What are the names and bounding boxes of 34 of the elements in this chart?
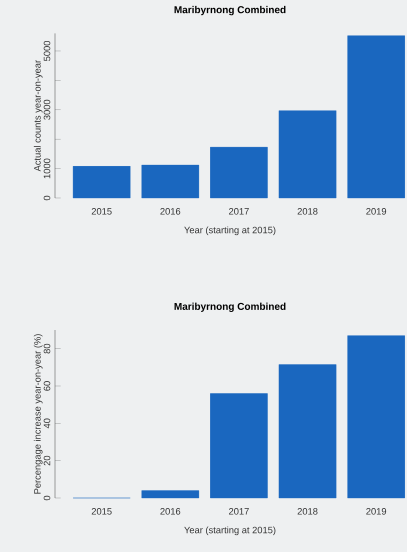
x-tick-label: 2017	[229, 208, 249, 215]
bar	[210, 393, 268, 498]
y-tick-label: 20	[44, 456, 50, 466]
x-tick-label: 2019	[366, 508, 386, 515]
chart-title: Maribyrnong Combined	[174, 6, 286, 16]
y-tick-label: 3000	[44, 100, 50, 120]
x-tick-label: 2017	[229, 508, 249, 515]
bar	[347, 35, 405, 198]
x-axis-title: Year (starting at 2015)	[184, 526, 276, 536]
y-tick-label: 40	[44, 418, 50, 428]
bar	[142, 490, 200, 498]
y-tick-label: 80	[44, 344, 50, 354]
x-tick-label: 2019	[366, 208, 386, 215]
bar	[142, 164, 200, 198]
x-tick-label: 2016	[160, 508, 180, 515]
x-axis-title: Year (starting at 2015)	[184, 226, 276, 236]
y-tick-label: 1000	[44, 158, 50, 178]
x-tick-label: 2015	[92, 508, 112, 515]
bar	[72, 166, 130, 198]
x-tick-label: 2015	[92, 208, 112, 215]
x-tick-label: 2018	[298, 508, 318, 515]
bar	[210, 146, 268, 198]
y-tick-label: 5000	[44, 40, 50, 61]
bar	[278, 110, 336, 198]
x-tick-label: 2018	[298, 208, 318, 215]
bar	[278, 364, 336, 498]
chart-title: Maribyrnong Combined	[174, 302, 286, 312]
y-axis-title: Percengage increase year-on-year (%)	[34, 334, 43, 494]
y-tick-label: 0	[44, 196, 50, 200]
y-tick-label: 0	[44, 496, 50, 500]
y-tick-label: 60	[44, 381, 50, 391]
y-axis-title: Actual counts year-on-year	[34, 60, 43, 172]
bar	[347, 335, 405, 498]
x-tick-label: 2016	[160, 208, 180, 215]
